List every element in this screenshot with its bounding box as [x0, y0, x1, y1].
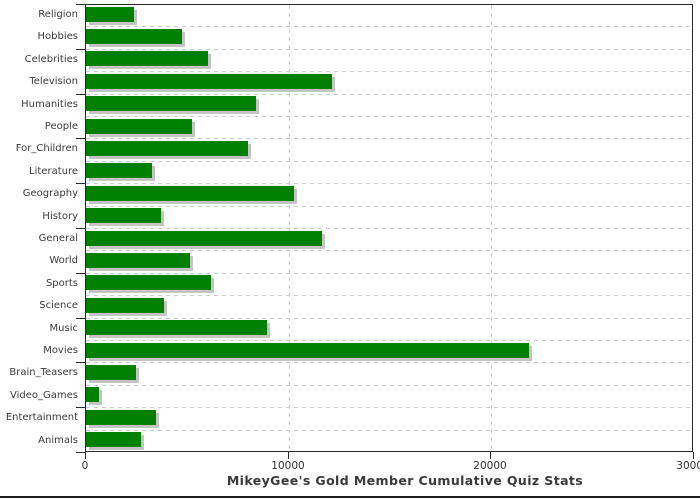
category-label: History [42, 211, 78, 222]
bar [86, 343, 529, 358]
bottom-axis-overhang [76, 452, 86, 453]
y-axis-tick [76, 138, 85, 139]
category-label: Celebrities [24, 54, 78, 65]
bar [86, 275, 211, 290]
bar [86, 365, 136, 380]
category-label: Science [39, 300, 78, 311]
bar [86, 163, 152, 178]
category-label: Music [49, 323, 78, 334]
x-tick-label: 10000 [271, 460, 305, 472]
category-label: Geography [22, 188, 78, 199]
y-axis-tick [76, 183, 85, 184]
horizontal-gridline [86, 94, 692, 95]
bar [86, 387, 99, 402]
horizontal-gridline [86, 340, 692, 341]
horizontal-gridline [86, 318, 692, 319]
plot-area [85, 4, 693, 453]
bar [86, 74, 332, 89]
y-axis-tick [76, 362, 85, 363]
category-label: Religion [38, 9, 78, 20]
vertical-gridline [289, 5, 290, 453]
bar [86, 432, 141, 447]
x-axis-tick [288, 452, 289, 459]
category-label: Literature [29, 166, 78, 177]
bar [86, 298, 164, 313]
x-axis-tick [490, 452, 491, 459]
horizontal-gridline [86, 183, 692, 184]
y-axis-tick [76, 407, 85, 408]
category-label: Video_Games [10, 390, 78, 401]
bar [86, 320, 267, 335]
horizontal-gridline [86, 228, 692, 229]
category-label: Movies [43, 345, 78, 356]
bar [86, 186, 294, 201]
category-label: Sports [45, 278, 78, 289]
vertical-gridline [491, 5, 492, 453]
horizontal-gridline [86, 26, 692, 27]
horizontal-gridline [86, 49, 692, 50]
horizontal-gridline [86, 273, 692, 274]
bar [86, 231, 322, 246]
horizontal-gridline [86, 161, 692, 162]
bar [86, 410, 156, 425]
x-axis-tick [85, 452, 86, 459]
category-label: Television [29, 76, 78, 87]
bar [86, 96, 256, 111]
bottom-border-line [0, 496, 700, 498]
bar [86, 29, 182, 44]
horizontal-gridline [86, 206, 692, 207]
horizontal-gridline [86, 250, 692, 251]
chart-title: MikeyGee's Gold Member Cumulative Quiz S… [226, 473, 584, 488]
horizontal-gridline [86, 362, 692, 363]
top-axis-overhang [76, 4, 86, 5]
category-label: People [44, 121, 78, 132]
category-label: Entertainment [5, 412, 78, 423]
category-label: World [49, 255, 78, 266]
horizontal-gridline [86, 138, 692, 139]
horizontal-gridline [86, 116, 692, 117]
bar [86, 253, 190, 268]
bar [86, 119, 192, 134]
bar [86, 7, 134, 22]
horizontal-gridline [86, 71, 692, 72]
y-axis-tick [76, 273, 85, 274]
category-label: Humanities [21, 99, 78, 110]
bar [86, 51, 208, 66]
horizontal-gridline [86, 295, 692, 296]
category-label: For_Children [15, 143, 78, 154]
x-tick-label: 0 [81, 460, 89, 472]
horizontal-gridline [86, 385, 692, 386]
bar [86, 141, 248, 156]
category-label: Hobbies [37, 31, 78, 42]
y-axis-tick [76, 94, 85, 95]
x-tick-label: 30000 [676, 460, 700, 472]
x-axis-tick [693, 452, 694, 459]
category-label: General [38, 233, 78, 244]
y-axis-tick [76, 318, 85, 319]
x-tick-label: 20000 [473, 460, 507, 472]
category-label: Brain_Teasers [9, 367, 78, 378]
y-axis-tick [76, 228, 85, 229]
horizontal-gridline [86, 407, 692, 408]
horizontal-gridline [86, 430, 692, 431]
y-axis-tick [76, 49, 85, 50]
bar [86, 208, 161, 223]
category-label: Animals [38, 435, 78, 446]
